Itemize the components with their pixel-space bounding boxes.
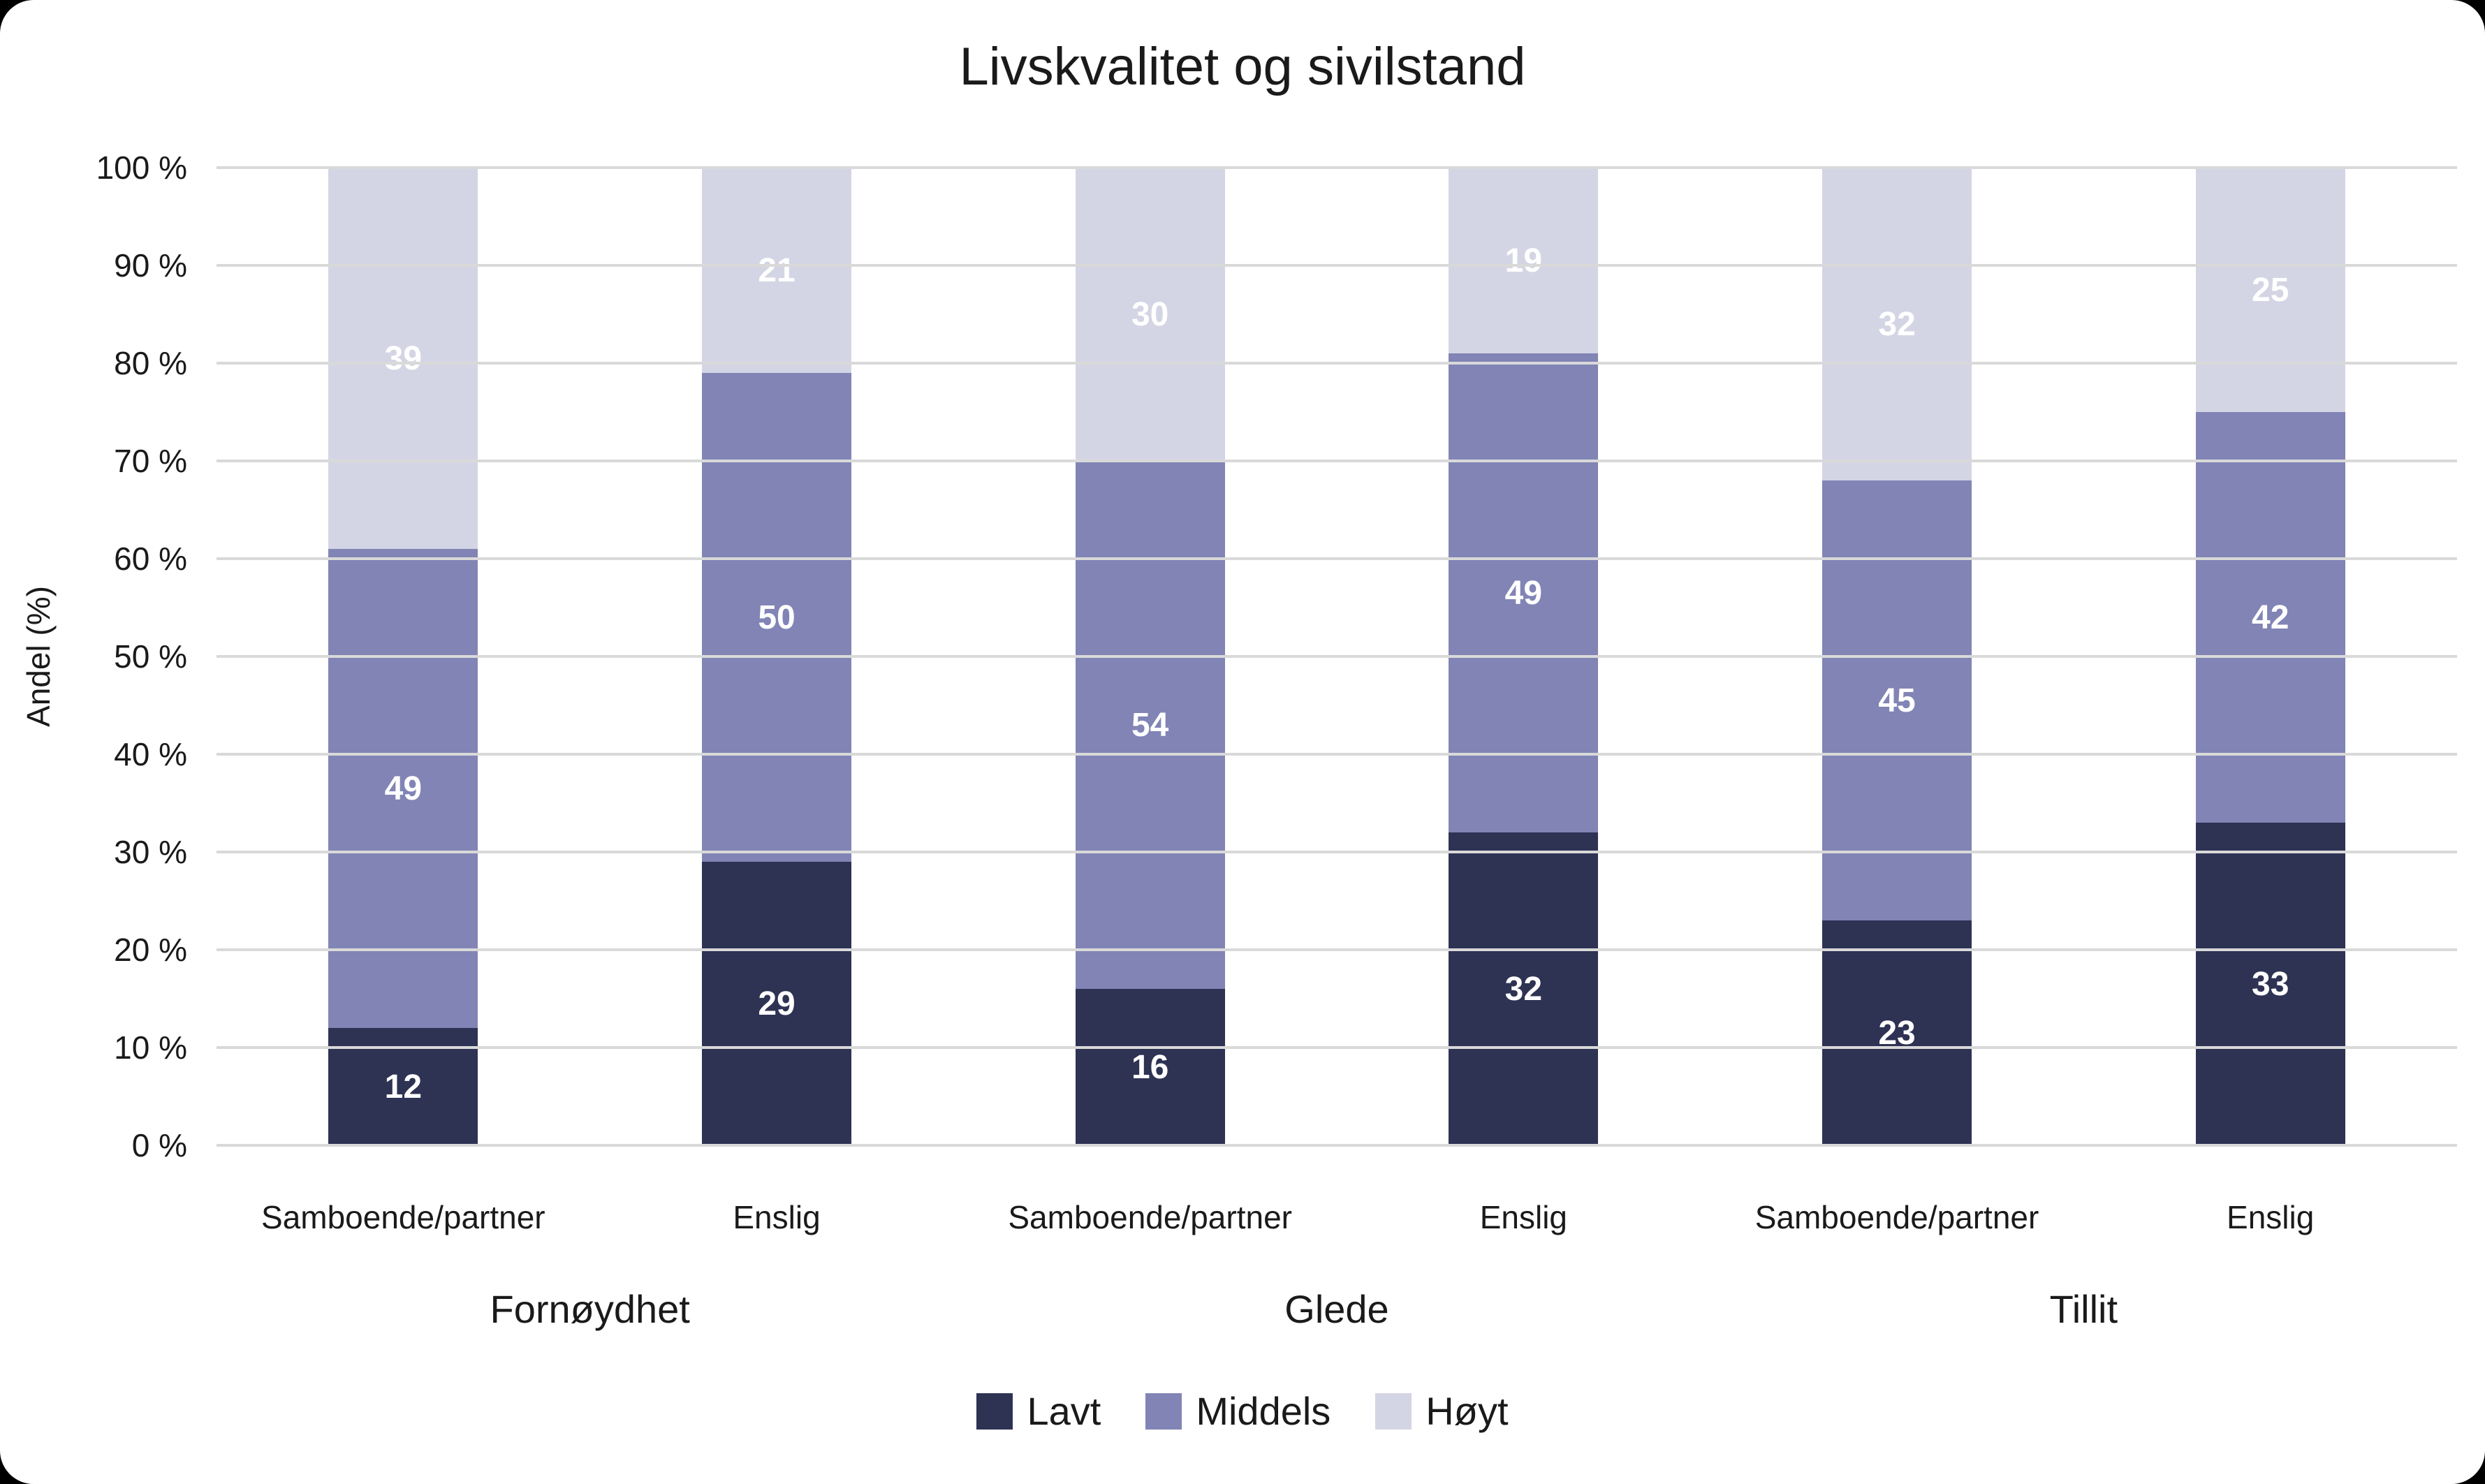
bar-value-label: 54 <box>1131 706 1169 744</box>
bar-value-label: 45 <box>1878 682 1916 719</box>
bar-5: 32 45 23 <box>1822 168 1972 1145</box>
y-axis-ticks: 100 % 90 % 80 % 70 % 60 % 50 % 40 % 30 % 20 % 10 … <box>0 149 187 1163</box>
bar-2: 21 50 29 <box>702 168 851 1145</box>
x-category-label: Samboende/partner <box>261 1199 545 1235</box>
bar-value-label: 49 <box>384 770 423 807</box>
y-tick-label: 50 % <box>114 638 187 675</box>
bar-value-label: 23 <box>1878 1014 1916 1052</box>
gridline <box>217 753 2457 756</box>
bar-segment-middels: 49 <box>1449 353 1599 832</box>
bar-value-label: 49 <box>1504 574 1543 612</box>
x-category-label: Samboende/partner <box>1008 1199 1292 1235</box>
y-tick-label: 60 % <box>114 541 187 577</box>
bar-value-label: 25 <box>2252 271 2289 309</box>
y-tick-label: 80 % <box>114 345 187 381</box>
gridline <box>217 460 2457 462</box>
bar-value-label: 32 <box>1878 305 1916 343</box>
y-tick-label: 40 % <box>114 736 187 772</box>
bar-4: 19 49 32 <box>1449 168 1599 1145</box>
bar-value-label: 12 <box>384 1068 423 1105</box>
bar-segment-høyt: 39 <box>328 168 478 549</box>
bar-slot: 39 49 12 <box>217 168 590 1145</box>
y-tick-label: 90 % <box>114 247 187 284</box>
bar-segment-høyt: 30 <box>1075 168 1225 461</box>
legend-item-middels: Middels <box>1145 1388 1331 1434</box>
bar-slot: 19 49 32 <box>1337 168 1710 1145</box>
y-tick-label: 70 % <box>114 443 187 479</box>
bar-1: 39 49 12 <box>328 168 478 1145</box>
y-tick-label: 100 % <box>96 149 187 186</box>
legend-swatch-icon <box>1375 1393 1412 1430</box>
gridline <box>217 166 2457 169</box>
bar-slot: 21 50 29 <box>590 168 964 1145</box>
bar-value-label: 42 <box>2252 598 2289 636</box>
gridline <box>217 851 2457 853</box>
y-tick-label: 10 % <box>114 1029 187 1066</box>
legend-label: Lavt <box>1027 1389 1101 1433</box>
bar-segment-middels: 49 <box>328 549 478 1028</box>
x-category-label: Enslig <box>1479 1199 1567 1235</box>
bar-segment-høyt: 19 <box>1449 168 1599 353</box>
gridline <box>217 948 2457 951</box>
bar-segment-høyt: 32 <box>1822 168 1972 480</box>
legend-item-lavt: Lavt <box>976 1388 1101 1434</box>
group-label: Tillit <box>2049 1287 2118 1331</box>
x-category-label: Enslig <box>2227 1199 2315 1235</box>
bars-row: 39 49 12 21 50 29 30 54 16 19 49 32 32 45 23 25 42 33 <box>217 168 2457 1145</box>
gridline <box>217 655 2457 658</box>
bar-segment-lavt: 33 <box>2195 823 2345 1145</box>
bar-3: 30 54 16 <box>1075 168 1225 1145</box>
bar-slot: 32 45 23 <box>1710 168 2084 1145</box>
x-category-label: Samboende/partner <box>1754 1199 2039 1235</box>
bar-segment-lavt: 23 <box>1822 920 1972 1145</box>
gridline <box>217 362 2457 365</box>
y-tick-label: 20 % <box>114 932 187 968</box>
bar-segment-høyt: 25 <box>2195 168 2345 412</box>
bar-segment-høyt: 21 <box>702 168 851 373</box>
bar-value-label: 19 <box>1504 242 1543 279</box>
gridline <box>217 557 2457 560</box>
group-label: Glede <box>1284 1287 1389 1331</box>
bar-value-label: 50 <box>758 598 796 636</box>
bar-value-label: 16 <box>1131 1048 1169 1086</box>
legend-label: Middels <box>1196 1389 1331 1433</box>
legend: Lavt Middels Høyt <box>0 1388 2485 1434</box>
bar-value-label: 30 <box>1131 295 1169 333</box>
group-labels: Fornøydhet Glede Tillit <box>217 1286 2457 1332</box>
plot-area: 39 49 12 21 50 29 30 54 16 19 49 32 32 45 23 25 42 33 <box>217 166 2457 1147</box>
y-tick-label: 0 % <box>131 1127 187 1163</box>
bar-segment-lavt: 32 <box>1449 832 1599 1145</box>
bar-segment-middels: 50 <box>702 373 851 862</box>
bar-segment-middels: 54 <box>1075 461 1225 989</box>
legend-label: Høyt <box>1425 1389 1509 1433</box>
legend-item-høyt: Høyt <box>1375 1388 1509 1434</box>
bar-value-label: 33 <box>2252 965 2289 1003</box>
x-category-label: Enslig <box>733 1199 821 1235</box>
legend-swatch-icon <box>976 1393 1013 1430</box>
group-label: Fornøydhet <box>490 1287 690 1331</box>
gridline <box>217 264 2457 267</box>
gridline <box>217 1144 2457 1147</box>
bar-segment-middels: 42 <box>2195 412 2345 823</box>
bar-segment-lavt: 16 <box>1075 989 1225 1145</box>
gridline <box>217 1046 2457 1049</box>
bar-value-label: 29 <box>758 985 796 1022</box>
bar-segment-middels: 45 <box>1822 480 1972 920</box>
bar-segment-lavt: 29 <box>702 862 851 1145</box>
legend-swatch-icon <box>1145 1393 1182 1430</box>
bar-value-label: 21 <box>758 251 796 289</box>
bar-value-label: 39 <box>384 339 423 377</box>
chart-title: Livskvalitet og sivilstand <box>959 37 1526 96</box>
y-tick-label: 30 % <box>114 834 187 870</box>
bar-slot: 30 54 16 <box>963 168 1337 1145</box>
bar-value-label: 32 <box>1504 970 1543 1008</box>
x-axis-labels: Samboende/partner Enslig Samboende/partner… <box>217 1198 2457 1236</box>
